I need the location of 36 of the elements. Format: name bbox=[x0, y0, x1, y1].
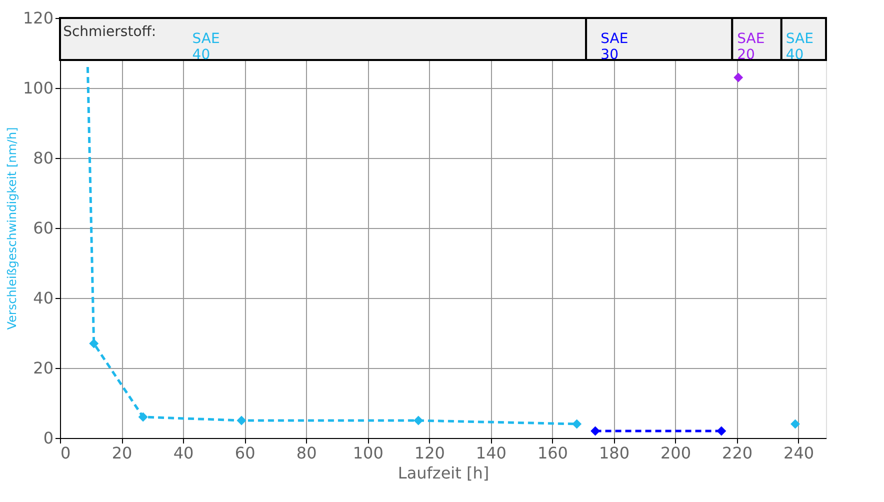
point bbox=[790, 419, 800, 429]
x-tick-label: 240 bbox=[784, 444, 814, 462]
y-axis-title: Verschleißgeschwindigkeit [nm/h] bbox=[4, 127, 19, 330]
x-tick-label: 160 bbox=[537, 444, 568, 462]
x-tick-label: 200 bbox=[660, 444, 692, 462]
band-label: SAE 20 bbox=[737, 31, 765, 63]
point bbox=[590, 426, 600, 436]
x-axis-title: Laufzeit [h] bbox=[398, 464, 490, 482]
point bbox=[734, 72, 744, 82]
point bbox=[414, 416, 424, 426]
y-tick-label: 120 bbox=[22, 8, 54, 28]
y-tick-label: 40 bbox=[33, 288, 54, 308]
y-tick-label: 100 bbox=[22, 78, 54, 98]
x-tick-label: 80 bbox=[296, 444, 317, 462]
x-tick-label: 180 bbox=[598, 444, 630, 462]
y-tick-label: 60 bbox=[33, 218, 54, 238]
band-label: SAE 40 bbox=[192, 31, 220, 63]
annotation: Schmierstoff: bbox=[63, 24, 156, 40]
x-tick-label: 40 bbox=[173, 444, 194, 462]
point bbox=[236, 416, 246, 426]
point bbox=[572, 419, 582, 429]
point bbox=[89, 338, 99, 348]
y-tick-label: 0 bbox=[43, 428, 54, 448]
x-tick-label: 0 bbox=[60, 444, 71, 462]
band-label: SAE 30 bbox=[600, 31, 628, 63]
x-tick-label: 220 bbox=[722, 444, 753, 462]
x-tick-label: 20 bbox=[112, 444, 132, 462]
x-tick-label: 60 bbox=[234, 444, 256, 462]
x-tick-label: 120 bbox=[414, 444, 445, 462]
band-label: SAE 40 bbox=[786, 31, 814, 63]
point bbox=[716, 426, 726, 436]
x-tick-label: 100 bbox=[352, 444, 384, 462]
point bbox=[138, 412, 148, 422]
x-tick-label: 140 bbox=[476, 444, 506, 462]
y-tick-label: 80 bbox=[33, 148, 54, 168]
y-tick-label: 20 bbox=[33, 358, 54, 378]
